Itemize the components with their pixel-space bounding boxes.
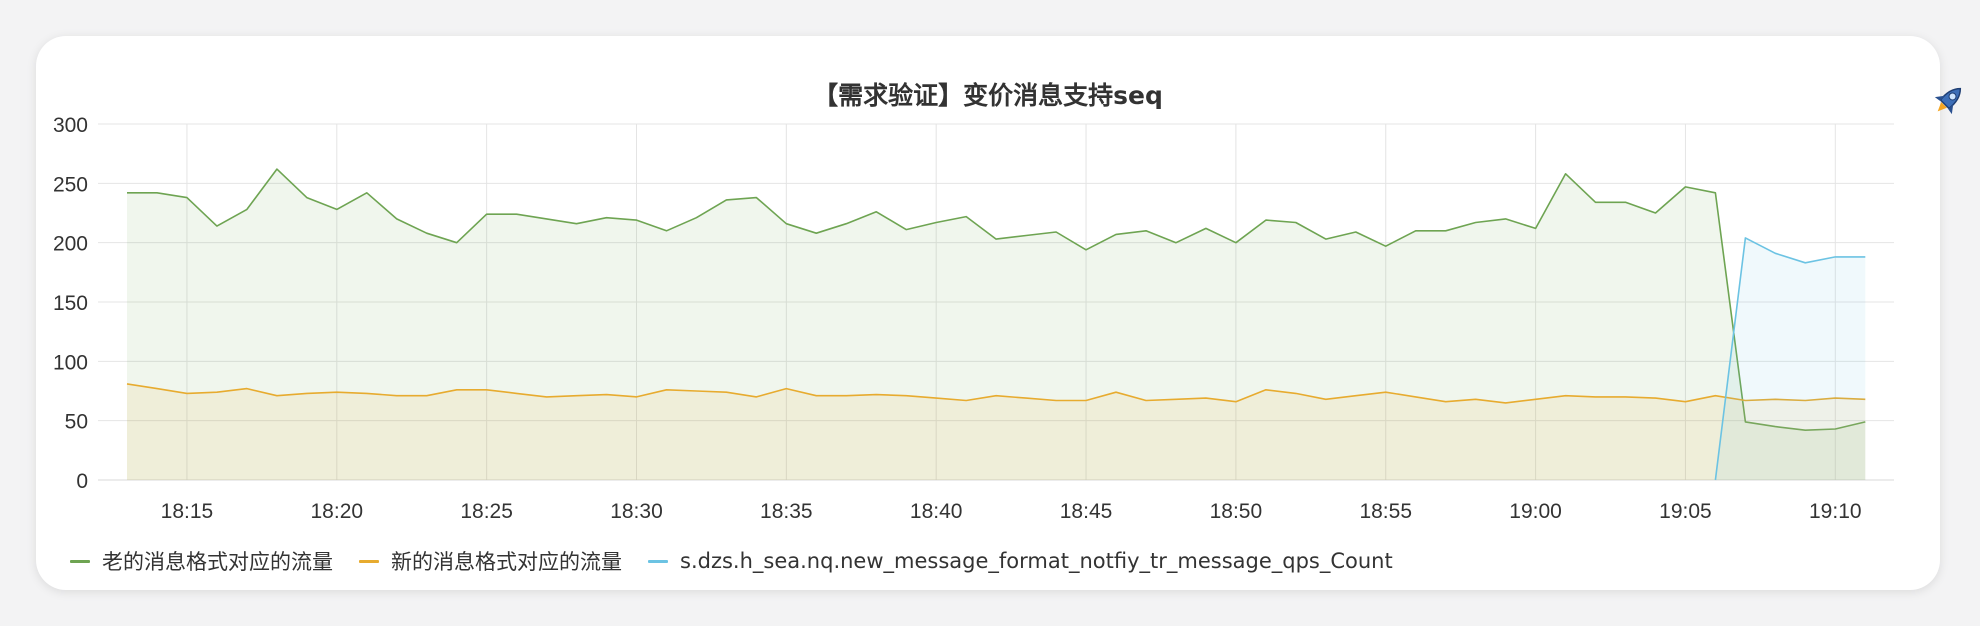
legend-item-old-format[interactable]: 老的消息格式对应的流量 [70, 546, 333, 576]
x-tick-label: 18:50 [1210, 500, 1263, 523]
series-area-qps-count [1715, 237, 1866, 480]
x-tick-label: 18:55 [1359, 500, 1412, 523]
chart-title: 【需求验证】变价消息支持seq [813, 81, 1163, 110]
legend-swatch-orange [359, 559, 379, 563]
x-tick-label: 19:10 [1809, 500, 1862, 523]
x-tick-label: 18:20 [311, 500, 364, 523]
y-tick-label: 200 [53, 233, 88, 256]
legend-label: 新的消息格式对应的流量 [391, 550, 622, 574]
y-tick-label: 250 [53, 173, 88, 196]
chart-panel: 【需求验证】变价消息支持seq [36, 36, 1962, 590]
legend-swatch-green [70, 559, 90, 563]
y-tick-label: 150 [53, 292, 88, 315]
y-tick-label: 100 [53, 351, 88, 374]
x-tick-label: 19:05 [1659, 500, 1712, 523]
x-tick-label: 18:15 [161, 500, 214, 523]
legend-label: s.dzs.h_sea.nq.new_message_format_notfiy… [680, 549, 1393, 573]
rocket-icon[interactable] [1929, 80, 1969, 120]
x-tick-label: 18:45 [1060, 500, 1113, 523]
y-tick-label: 50 [65, 411, 88, 434]
x-tick-label: 18:40 [910, 500, 963, 523]
series-area-new-format [127, 383, 1866, 480]
series-line-old-format [127, 168, 1866, 431]
chart-legend: 老的消息格式对应的流量 新的消息格式对应的流量 s.dzs.h_sea.nq.n… [70, 546, 1393, 576]
series-area-old-format [127, 169, 1866, 480]
legend-item-new-format[interactable]: 新的消息格式对应的流量 [359, 546, 622, 576]
legend-label: 老的消息格式对应的流量 [102, 550, 333, 574]
legend-item-qps-count[interactable]: s.dzs.h_sea.nq.new_message_format_notfiy… [648, 549, 1393, 573]
y-tick-label: 0 [76, 470, 88, 493]
legend-swatch-blue [648, 559, 668, 563]
y-tick-label: 300 [53, 114, 88, 137]
series-line-new-format [126, 383, 1866, 404]
x-tick-label: 18:25 [460, 500, 513, 523]
x-tick-label: 19:00 [1509, 500, 1562, 523]
x-tick-label: 18:30 [610, 500, 663, 523]
x-tick-label: 18:35 [760, 500, 813, 523]
series-line-qps-count [1714, 237, 1866, 481]
